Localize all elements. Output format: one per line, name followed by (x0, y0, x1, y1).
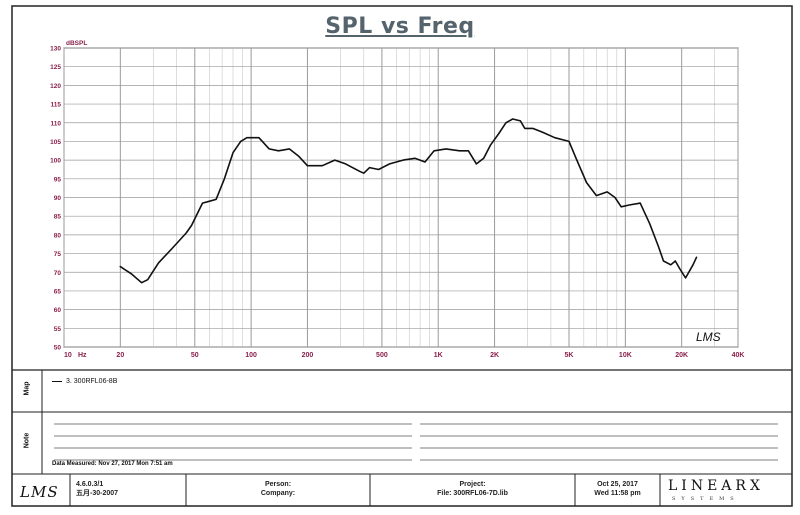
y-tick-label: 60 (54, 307, 62, 314)
file-label: File: 300RFL06-7D.lib (437, 490, 508, 497)
outer-border (11, 5, 793, 507)
person-label: Person: (264, 481, 292, 488)
legend-swatch (52, 381, 62, 382)
x-tick-label: 20 (116, 352, 124, 359)
y-tick-label: 55 (54, 326, 62, 333)
note-lines (54, 423, 778, 461)
x-tick-label: 10K (619, 352, 632, 359)
y-tick-label: 130 (50, 46, 61, 53)
y-tick-label: 50 (54, 345, 62, 352)
brand-subtitle: SYSTEMS (672, 496, 740, 502)
y-tick-label: 90 (54, 195, 62, 202)
legend: 3. 300RFL06-8B (52, 378, 117, 385)
date-line-1: Oct 25, 2017 (597, 481, 638, 488)
y-tick-label: 80 (54, 232, 62, 239)
lms-logo: LMS (20, 483, 59, 501)
chart-title-text: SPL vs Freq (325, 14, 475, 39)
x-tick-label: 100 (245, 352, 257, 359)
spl-plot: 50 55 60 65 70 75 80 85 90 95 100 105 110 115 120 125 13… (50, 40, 745, 359)
map-side-label: Map (23, 381, 31, 396)
x-tick-label: 40K (732, 352, 745, 359)
x-unit-label: Hz (78, 352, 87, 359)
chart-title: SPL vs Freq (0, 14, 800, 39)
x-tick-label: 20K (675, 352, 688, 359)
x-tick-label: 10 (64, 352, 72, 359)
y-axis-label: dBSPL (66, 40, 87, 47)
x-tick-label: 5K (565, 352, 574, 359)
x-tick-label: 200 (302, 352, 314, 359)
x-tick-label: 500 (376, 352, 388, 359)
measured-note: Data Measured: Nov 27, 2017 Mon 7:51 am (52, 461, 173, 467)
date-line-2: Wed 11:58 pm (594, 490, 641, 497)
version-date: 五月-30-2007 (76, 490, 119, 497)
y-tick-label: 105 (50, 139, 61, 146)
lms-watermark: LMS (696, 330, 721, 344)
x-tick-label: 50 (191, 352, 199, 359)
y-tick-label: 120 (50, 83, 61, 90)
legend-entry: 3. 300RFL06-8B (66, 378, 118, 385)
project-block: Project: File: 300RFL06-7D.lib (370, 480, 575, 498)
version-block: 4.6.0.3/1 五月-30-2007 (76, 480, 118, 498)
date-block: Oct 25, 2017 Wed 11:58 pm (575, 480, 660, 498)
company-label: Company: (260, 490, 296, 497)
y-tick-label: 65 (54, 288, 62, 295)
y-tick-label: 95 (54, 176, 62, 183)
person-block: Person: Company: (186, 480, 370, 498)
y-tick-label: 70 (54, 270, 62, 277)
note-side-label: Note (23, 432, 31, 449)
y-tick-label: 85 (54, 214, 62, 221)
x-tick-label: 2K (490, 352, 499, 359)
y-tick-label: 110 (51, 120, 62, 127)
y-tick-label: 125 (50, 64, 61, 71)
y-tick-label: 115 (51, 102, 62, 109)
series-line (119, 118, 698, 284)
brand-logo: LINEARX (668, 478, 764, 494)
y-tick-label: 100 (50, 158, 61, 165)
project-label: Project: (459, 481, 486, 488)
x-tick-label: 1K (434, 352, 443, 359)
y-tick-label: 75 (54, 251, 62, 258)
version: 4.6.0.3/1 (76, 481, 104, 488)
